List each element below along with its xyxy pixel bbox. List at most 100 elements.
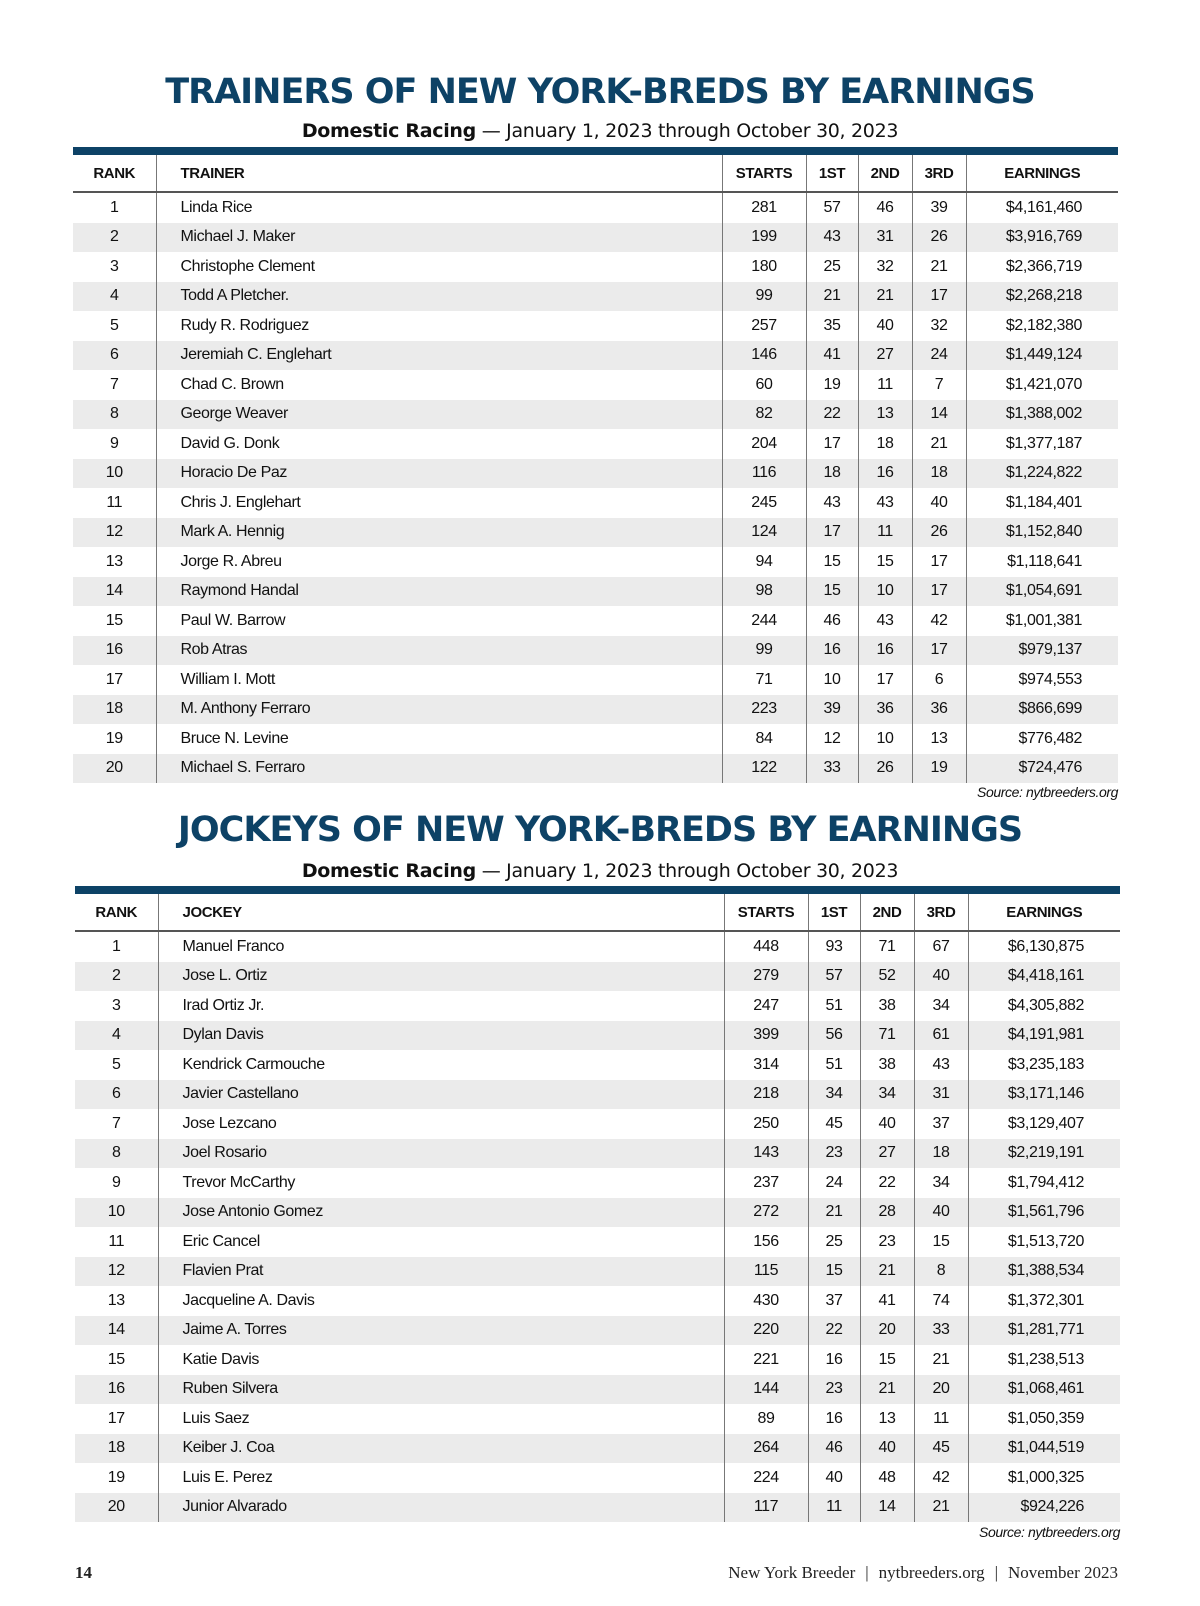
cell-starts: 247 (723, 991, 808, 1021)
cell-rank: 15 (107, 1350, 125, 1368)
cell-first: 16 (805, 635, 858, 665)
cell-starts: 224 (723, 1463, 808, 1493)
cell-third: 26 (911, 517, 966, 547)
cell-second: 36 (857, 694, 912, 724)
cell-second: 18 (857, 429, 912, 459)
table-row: 7 Jose Lezcano 250 45 40 37 $3,129,407 (75, 1109, 1120, 1139)
cell-rank: 12 (73, 517, 156, 547)
trainers-rule (73, 147, 1118, 155)
publication-name: New York Breeder (728, 1563, 856, 1582)
cell-first: 35 (805, 311, 858, 341)
cell-first: 56 (807, 1020, 860, 1050)
cell-rank: 13 (107, 1291, 125, 1309)
cell-second: 23 (859, 1227, 914, 1257)
column-header-third: 3RD (911, 155, 966, 193)
cell-third: 18 (913, 1138, 968, 1168)
cell-name: Paul W. Barrow (155, 606, 722, 636)
table-row: 7 Chad C. Brown 60 19 11 7 $1,421,070 (73, 370, 1118, 400)
cell-earnings: $3,129,407 (967, 1109, 1120, 1139)
cell-name: William I. Mott (155, 665, 722, 695)
cell-second: 46 (857, 192, 912, 223)
cell-name: Rob Atras (155, 635, 722, 665)
cell-earnings: $1,050,359 (967, 1404, 1120, 1434)
cell-name: Jorge R. Abreu (155, 547, 722, 577)
jockeys-subtitle-bold: Domestic Racing (301, 860, 476, 882)
cell-starts: 60 (721, 370, 806, 400)
cell-first: 39 (805, 694, 858, 724)
cell-third: 17 (911, 281, 966, 311)
table-row: 1 Linda Rice 281 57 46 39 $4,161,460 (73, 192, 1118, 223)
table-row: 19 Bruce N. Levine 84 12 10 13 $776,482 (73, 724, 1118, 754)
cell-name: Luis Saez (157, 1404, 724, 1434)
cell-rank: 5 (110, 316, 119, 334)
cell-first: 22 (807, 1315, 860, 1345)
cell-first: 16 (807, 1345, 860, 1375)
cell-earnings: $2,182,380 (965, 311, 1118, 341)
cell-third: 34 (913, 991, 968, 1021)
cell-second: 34 (859, 1079, 914, 1109)
cell-rank: 2 (75, 961, 158, 991)
cell-earnings: $1,238,513 (967, 1345, 1120, 1375)
cell-rank: 11 (106, 493, 123, 511)
cell-rank: 17 (105, 670, 123, 688)
cell-starts: 82 (721, 399, 806, 429)
cell-rank: 18 (73, 694, 156, 724)
footer-separator: | (865, 1563, 869, 1582)
cell-first: 15 (805, 576, 858, 606)
cell-third: 67 (913, 931, 968, 962)
cell-starts: 99 (721, 281, 806, 311)
cell-third: 8 (913, 1256, 968, 1286)
cell-starts: 264 (723, 1433, 808, 1463)
cell-rank: 20 (73, 753, 156, 783)
table-row: 6 Javier Castellano 218 34 34 31 $3,171,146 (75, 1079, 1120, 1109)
cell-second: 43 (857, 606, 912, 636)
cell-name: Michael J. Maker (155, 222, 722, 252)
cell-second: 40 (859, 1433, 914, 1463)
jockeys-rule (75, 886, 1120, 894)
cell-rank: 1 (110, 198, 119, 216)
cell-starts: 99 (721, 635, 806, 665)
cell-third: 17 (911, 576, 966, 606)
table-row: 11 Eric Cancel 156 25 23 15 $1,513,720 (75, 1227, 1120, 1257)
cell-starts: 116 (721, 458, 806, 488)
cell-name: Jose Lezcano (157, 1109, 724, 1139)
cell-starts: 244 (721, 606, 806, 636)
table-row: 4 Dylan Davis 399 56 71 61 $4,191,981 (75, 1020, 1120, 1050)
cell-starts: 146 (721, 340, 806, 370)
cell-starts: 279 (723, 961, 808, 991)
column-header-earnings: EARNINGS (965, 155, 1118, 193)
cell-rank: 16 (73, 635, 156, 665)
cell-rank: 5 (112, 1055, 121, 1073)
cell-rank: 11 (108, 1232, 125, 1250)
cell-earnings: $6,130,875 (967, 931, 1120, 962)
cell-rank: 14 (75, 1315, 158, 1345)
cell-name: Luis E. Perez (157, 1463, 724, 1493)
cell-first: 51 (807, 991, 860, 1021)
cell-first: 93 (807, 931, 860, 962)
cell-starts: 399 (723, 1020, 808, 1050)
cell-third: 40 (913, 1197, 968, 1227)
cell-starts: 71 (721, 665, 806, 695)
cell-name: Christophe Clement (155, 252, 722, 282)
cell-rank: 3 (110, 257, 119, 275)
cell-second: 13 (859, 1404, 914, 1434)
cell-first: 22 (805, 399, 858, 429)
column-header-name: JOCKEY (157, 894, 724, 932)
cell-name: David G. Donk (155, 429, 722, 459)
cell-starts: 223 (721, 694, 806, 724)
table-row: 5 Kendrick Carmouche 314 51 38 43 $3,235,183 (75, 1050, 1120, 1080)
table-row: 16 Ruben Silvera 144 23 21 20 $1,068,461 (75, 1374, 1120, 1404)
cell-third: 36 (911, 694, 966, 724)
cell-second: 13 (857, 399, 912, 429)
cell-earnings: $3,235,183 (967, 1050, 1120, 1080)
cell-third: 6 (911, 665, 966, 695)
cell-earnings: $1,118,641 (965, 547, 1118, 577)
website-link[interactable]: nytbreeders.org (878, 1563, 985, 1582)
table-row: 10 Horacio De Paz 116 18 16 18 $1,224,822 (73, 458, 1118, 488)
cell-name: Dylan Davis (157, 1020, 724, 1050)
table-row: 20 Junior Alvarado 117 11 14 21 $924,226 (75, 1492, 1120, 1522)
table-row: 18 M. Anthony Ferraro 223 39 36 36 $866,699 (73, 694, 1118, 724)
cell-second: 21 (859, 1256, 914, 1286)
cell-rank: 7 (112, 1114, 121, 1132)
cell-second: 11 (857, 517, 912, 547)
